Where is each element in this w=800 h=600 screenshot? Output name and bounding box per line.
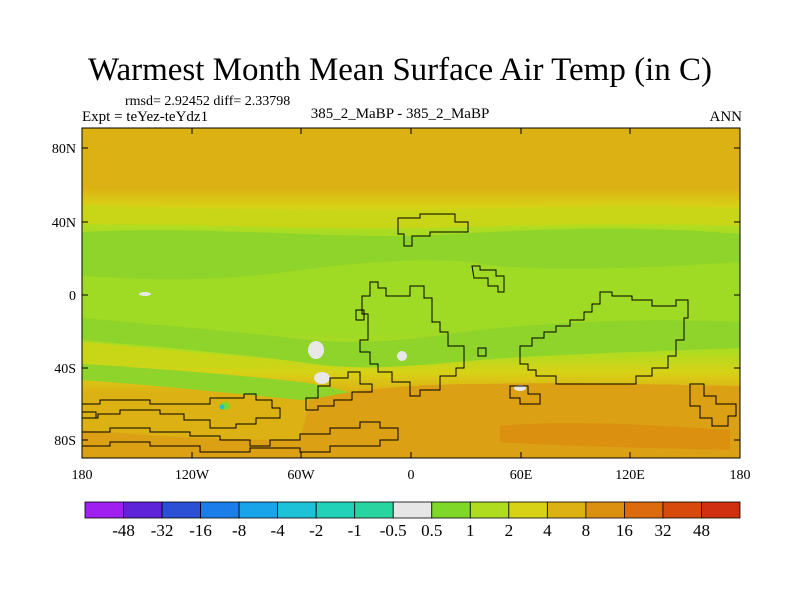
rmsd-diff-stats: rmsd= 2.92452 diff= 2.33798 [125, 94, 291, 109]
colorbar: -48 -32 -16 -8 -4 -2 -1 -0.5 0.5 1 2 4 8 16 32 48 [84, 501, 741, 540]
colorbar-tick-label: 1 [466, 521, 475, 540]
colorbar-swatch [200, 501, 240, 519]
colorbar-swatch [161, 501, 201, 519]
white-anomaly-spot [397, 351, 407, 361]
colorbar-swatch [354, 501, 394, 519]
coastline-southwest-2 [82, 421, 399, 453]
colorbar-tick-label: -32 [151, 521, 174, 540]
lon-tick-label: 180 [72, 468, 93, 483]
lat-tick-labels: 80N 40N 0 40S 80S [52, 142, 76, 449]
lat-tick-label: 80N [52, 142, 76, 157]
lon-tick-label: 120W [175, 468, 210, 483]
colorbar-tick-label: -48 [112, 521, 135, 540]
lat-tick-label: 0 [69, 289, 76, 304]
coastline-east-continent [519, 291, 689, 385]
colorbar-tick-label: 0.5 [421, 521, 442, 540]
lat-tick-label: 40S [54, 362, 76, 377]
colorbar-tick-label: 2 [505, 521, 514, 540]
tropical-green-band [82, 228, 740, 280]
colorbar-tick-label: -4 [271, 521, 286, 540]
cyan-anomaly-spot [219, 404, 225, 410]
coastline-central-island [355, 309, 365, 321]
colorbar-tick-label: 48 [693, 521, 710, 540]
chart-title: Warmest Month Mean Surface Air Temp (in … [87, 52, 713, 88]
lon-tick-label: 60E [510, 468, 533, 483]
lon-tick-label: 180 [730, 468, 751, 483]
colorbar-tick-label: 16 [616, 521, 633, 540]
white-anomaly-spot [308, 341, 324, 359]
southern-green-band [82, 364, 360, 400]
coastline-west-continent [359, 281, 465, 397]
coastline-far-east [689, 383, 737, 427]
period-label: ANN [709, 109, 743, 125]
colorbar-tick-label: -1 [348, 521, 362, 540]
lat-tick-label: 40N [52, 216, 76, 231]
colorbar-swatch [546, 501, 587, 519]
colorbar-swatch [662, 501, 702, 519]
colorbar-swatch [701, 501, 741, 519]
coastline-south-east [509, 385, 541, 405]
north-yellow-band [82, 205, 740, 229]
colorbar-tick-label: -8 [232, 521, 246, 540]
lat-tick-label: 80S [54, 434, 76, 449]
coastline-island [471, 265, 505, 293]
coastline-nw-strip [82, 411, 97, 419]
colorbar-tick-label: -2 [309, 521, 323, 540]
colorbar-tick-label: 8 [582, 521, 591, 540]
lon-tick-label: 120E [615, 468, 645, 483]
experiment-label: Expt = teYez-teYdz1 [82, 109, 209, 125]
colorbar-swatch [431, 501, 471, 519]
colorbar-swatch [123, 501, 163, 519]
lon-tick-label: 0 [408, 468, 415, 483]
lon-tick-labels: 180 120W 60W 0 60E 120E 180 [72, 468, 751, 483]
map-panel [81, 127, 741, 459]
colorbar-swatch [84, 501, 124, 519]
colorbar-tick-label: 32 [654, 521, 671, 540]
coastline-north [397, 213, 469, 247]
colorbar-swatch [585, 501, 625, 519]
coastline-small [477, 347, 487, 357]
colorbar-swatch [277, 501, 317, 519]
southern-hot-patch [500, 423, 730, 450]
white-anomaly-spot [139, 292, 151, 296]
continent-outlines [82, 213, 737, 453]
tropical-green-band-2 [82, 318, 740, 368]
colorbar-swatch [624, 501, 664, 519]
coastline-south-mid [305, 371, 373, 411]
lon-tick-label: 60W [287, 468, 315, 483]
colorbar-swatch [392, 501, 433, 519]
colorbar-tick-label: 4 [543, 521, 552, 540]
colorbar-swatch [508, 501, 548, 519]
colorbar-tick-label: -0.5 [380, 521, 407, 540]
colorbar-swatch [469, 501, 510, 519]
run-label: 385_2_MaBP - 385_2_MaBP [310, 106, 490, 122]
colorbar-swatch [315, 501, 356, 519]
colorbar-swatch [238, 501, 279, 519]
south-yellow-band [82, 342, 300, 368]
white-anomaly-spot [314, 372, 330, 384]
colorbar-tick-label: -16 [189, 521, 212, 540]
tick-marks [82, 128, 740, 458]
coastline-southwest [82, 393, 281, 429]
